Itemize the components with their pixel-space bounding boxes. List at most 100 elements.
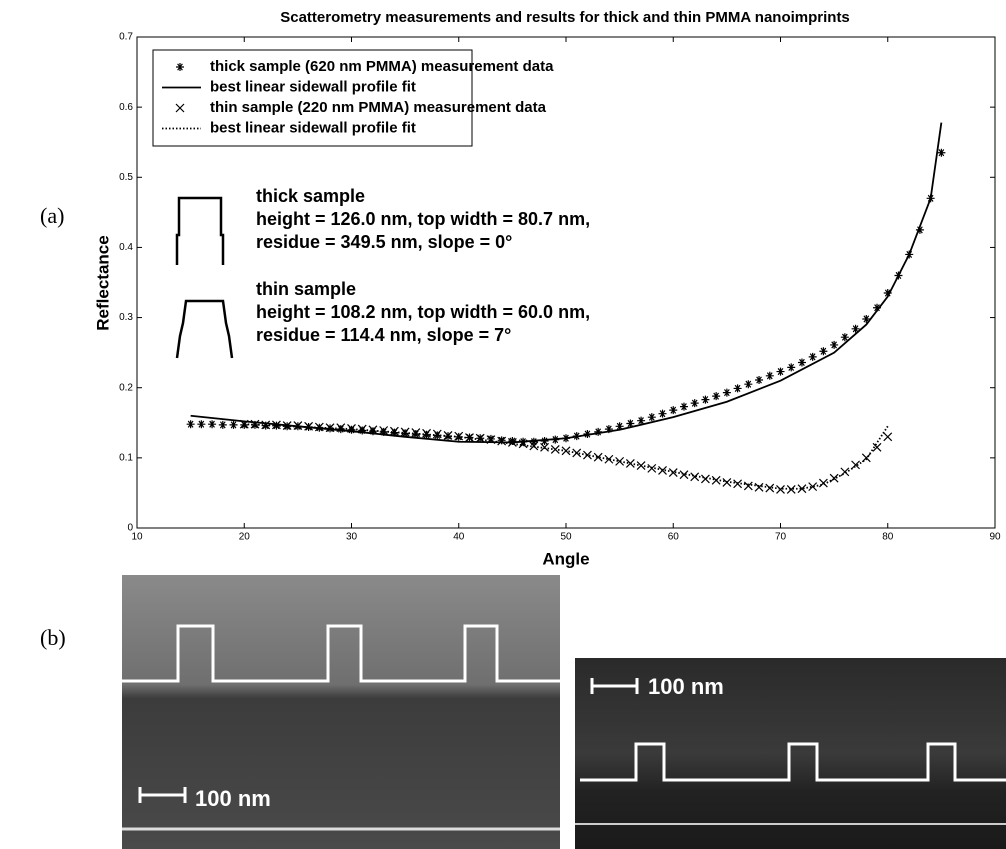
y-tick-label: 0.2 xyxy=(119,382,133,393)
marker xyxy=(475,433,485,443)
marker xyxy=(389,426,399,436)
y-tick-label: 0.7 xyxy=(119,32,133,43)
marker xyxy=(507,438,517,447)
marker xyxy=(358,426,367,435)
panel-label: (a) xyxy=(40,203,64,228)
marker xyxy=(873,303,882,312)
marker xyxy=(432,429,442,439)
marker xyxy=(733,384,742,393)
marker xyxy=(829,473,839,483)
marker xyxy=(497,436,507,446)
marker xyxy=(840,467,850,477)
marker xyxy=(357,424,367,434)
marker xyxy=(218,420,227,429)
legend-label: thin sample (220 nm PMMA) measurement da… xyxy=(210,99,547,116)
y-tick-label: 0.1 xyxy=(119,452,133,463)
marker xyxy=(540,437,549,446)
annotation-title: thin sample xyxy=(256,279,356,299)
y-tick-label: 0.5 xyxy=(119,172,133,183)
x-tick-label: 30 xyxy=(346,532,358,543)
marker xyxy=(379,427,388,436)
marker xyxy=(197,420,206,429)
marker xyxy=(690,399,699,408)
y-tick-label: 0.4 xyxy=(119,242,133,253)
marker xyxy=(883,289,892,298)
marker xyxy=(862,314,871,323)
marker xyxy=(679,402,688,411)
marker xyxy=(529,437,538,446)
annotation-line: height = 126.0 nm, top width = 80.7 nm, xyxy=(256,209,590,229)
annotation-line: residue = 349.5 nm, slope = 0° xyxy=(256,232,512,252)
marker xyxy=(647,413,656,422)
x-tick-label: 20 xyxy=(239,532,251,543)
x-tick-label: 10 xyxy=(131,532,143,543)
x-axis-label: Angle xyxy=(542,549,589,568)
marker xyxy=(765,371,774,380)
x-tick-label: 40 xyxy=(453,532,465,543)
marker xyxy=(754,482,764,492)
y-tick-label: 0.3 xyxy=(119,312,133,323)
marker xyxy=(786,484,796,494)
marker xyxy=(336,425,345,434)
marker xyxy=(937,148,946,157)
marker xyxy=(830,340,839,349)
marker xyxy=(851,324,860,333)
y-axis-label: Reflectance xyxy=(93,235,112,330)
legend-symbol xyxy=(175,103,185,113)
marker xyxy=(797,358,806,367)
marker xyxy=(400,427,410,437)
marker xyxy=(915,225,924,234)
marker xyxy=(765,483,775,493)
y-tick-label: 0 xyxy=(127,523,133,534)
marker xyxy=(658,466,667,475)
marker xyxy=(744,380,753,389)
marker xyxy=(593,452,603,462)
profile-icons xyxy=(175,196,234,359)
x-tick-label: 50 xyxy=(560,532,572,543)
marker xyxy=(701,474,710,484)
marker xyxy=(637,416,646,425)
marker xyxy=(872,442,882,452)
x-tick-label: 60 xyxy=(668,532,680,543)
marker xyxy=(293,421,303,431)
panel-label: (b) xyxy=(40,625,66,650)
marker xyxy=(743,481,753,491)
marker xyxy=(390,428,399,437)
marker xyxy=(679,470,689,480)
marker xyxy=(797,484,807,494)
sem-image-left xyxy=(122,575,560,849)
series-line xyxy=(244,423,889,490)
marker xyxy=(347,423,356,433)
marker xyxy=(583,450,592,460)
marker xyxy=(368,425,378,435)
marker xyxy=(208,420,217,429)
marker xyxy=(819,347,828,356)
legend-symbol xyxy=(176,63,184,71)
marker xyxy=(883,432,893,442)
marker xyxy=(690,472,700,482)
legend-label: best linear sidewall profile fit xyxy=(210,78,416,95)
legend-box xyxy=(152,49,473,147)
marker xyxy=(486,435,496,445)
marker xyxy=(840,333,849,342)
marker xyxy=(755,375,764,384)
marker xyxy=(712,392,721,401)
marker xyxy=(776,367,785,376)
marker xyxy=(668,468,678,478)
legend-label: thick sample (620 nm PMMA) measurement d… xyxy=(210,58,554,75)
x-tick-label: 80 xyxy=(882,532,894,543)
marker xyxy=(776,484,785,494)
marker xyxy=(368,427,377,436)
marker xyxy=(325,423,335,433)
marker xyxy=(336,423,346,433)
annotation-line: height = 108.2 nm, top width = 60.0 nm, xyxy=(256,302,590,322)
marker xyxy=(701,395,710,404)
scale-bar-label: 100 nm xyxy=(195,786,271,811)
marker xyxy=(658,409,667,418)
marker xyxy=(615,456,625,466)
marker xyxy=(722,388,731,397)
chart-title: Scatterometry measurements and results f… xyxy=(280,9,850,26)
annotation-line: residue = 114.4 nm, slope = 7° xyxy=(256,325,511,345)
marker xyxy=(518,439,528,449)
